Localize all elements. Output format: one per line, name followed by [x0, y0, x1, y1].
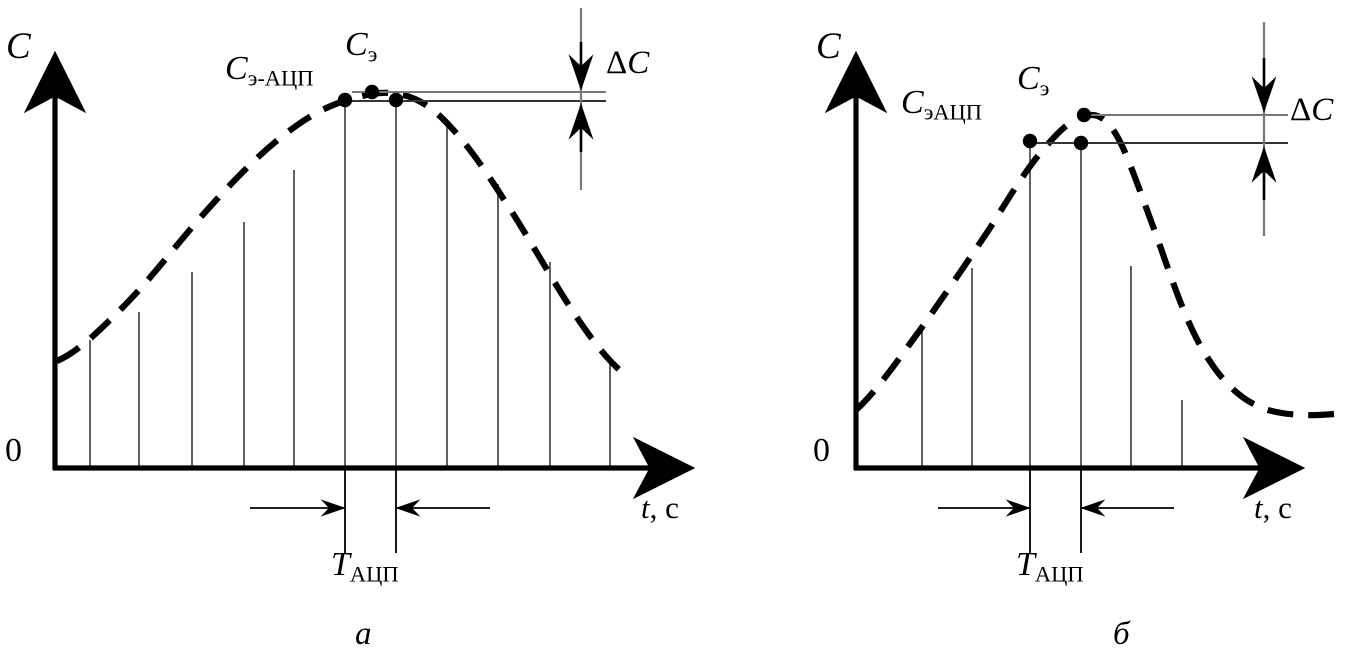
panel-a-caption: а	[355, 616, 372, 652]
panel-a-true-peak-label: Cэ	[345, 28, 377, 66]
panel-b-period-label: TАЦП	[1016, 548, 1084, 586]
panel-b-delta-c-label: ΔC	[1290, 94, 1333, 127]
true-peak-point	[364, 84, 380, 100]
delta-symbol: Δ	[1290, 92, 1312, 128]
panel-b-origin-label: 0	[813, 432, 830, 469]
panel-a-period-label: TАЦП	[331, 548, 399, 586]
x-axis-variable: t	[641, 490, 650, 525]
panel-a-x-axis-label: t, с	[641, 492, 679, 523]
delta-c-symbol: C	[1311, 92, 1334, 128]
period-symbol: T	[331, 546, 350, 583]
sampled-peak-subscript: эАЦП	[923, 99, 982, 125]
period-subscript: АЦП	[349, 561, 399, 587]
true-peak-point	[1076, 107, 1092, 123]
sample-after-peak-point	[388, 92, 404, 108]
true-peak-subscript: э	[367, 41, 378, 67]
adc-period-dimension	[938, 470, 1174, 553]
x-axis-unit: , с	[649, 490, 679, 525]
sampled-peak-point	[1022, 133, 1038, 149]
panel-a-sampled-peak-label: Cэ-АЦП	[225, 52, 313, 90]
panel-b-sampled-peak-label: CэАЦП	[901, 86, 982, 124]
sample-after-peak-point	[1073, 135, 1089, 151]
panel-b-x-axis-label: t, с	[1254, 492, 1292, 523]
panel-a-y-axis-label: C	[6, 26, 31, 67]
true-peak-symbol: C	[1017, 60, 1040, 97]
panel-b-true-peak-label: Cэ	[1017, 62, 1049, 100]
sampled-peak-symbol: C	[901, 84, 924, 121]
panel-b-sample-stems	[921, 140, 1183, 468]
true-peak-subscript: э	[1039, 75, 1050, 101]
period-subscript: АЦП	[1034, 561, 1084, 587]
sampled-peak-point	[337, 92, 353, 108]
panel-b-caption: б	[1113, 616, 1130, 652]
panel-a-sample-stems	[89, 100, 611, 468]
x-axis-variable: t	[1254, 490, 1263, 525]
panel-a-delta-c-label: ΔC	[606, 47, 649, 80]
sampled-peak-subscript: э-АЦП	[247, 65, 314, 91]
delta-symbol: Δ	[606, 45, 628, 81]
panel-a-origin-label: 0	[5, 432, 22, 469]
period-symbol: T	[1016, 546, 1035, 583]
analog-signal-curve	[853, 111, 1335, 419]
sampled-peak-symbol: C	[225, 50, 248, 87]
delta-c-symbol: C	[627, 45, 650, 81]
panel-b-y-axis-label: C	[816, 26, 841, 67]
panel-b	[824, 22, 1335, 553]
panel-a	[23, 8, 696, 553]
true-peak-symbol: C	[345, 26, 368, 63]
adc-period-dimension	[250, 470, 490, 553]
x-axis-unit: , с	[1262, 490, 1292, 525]
